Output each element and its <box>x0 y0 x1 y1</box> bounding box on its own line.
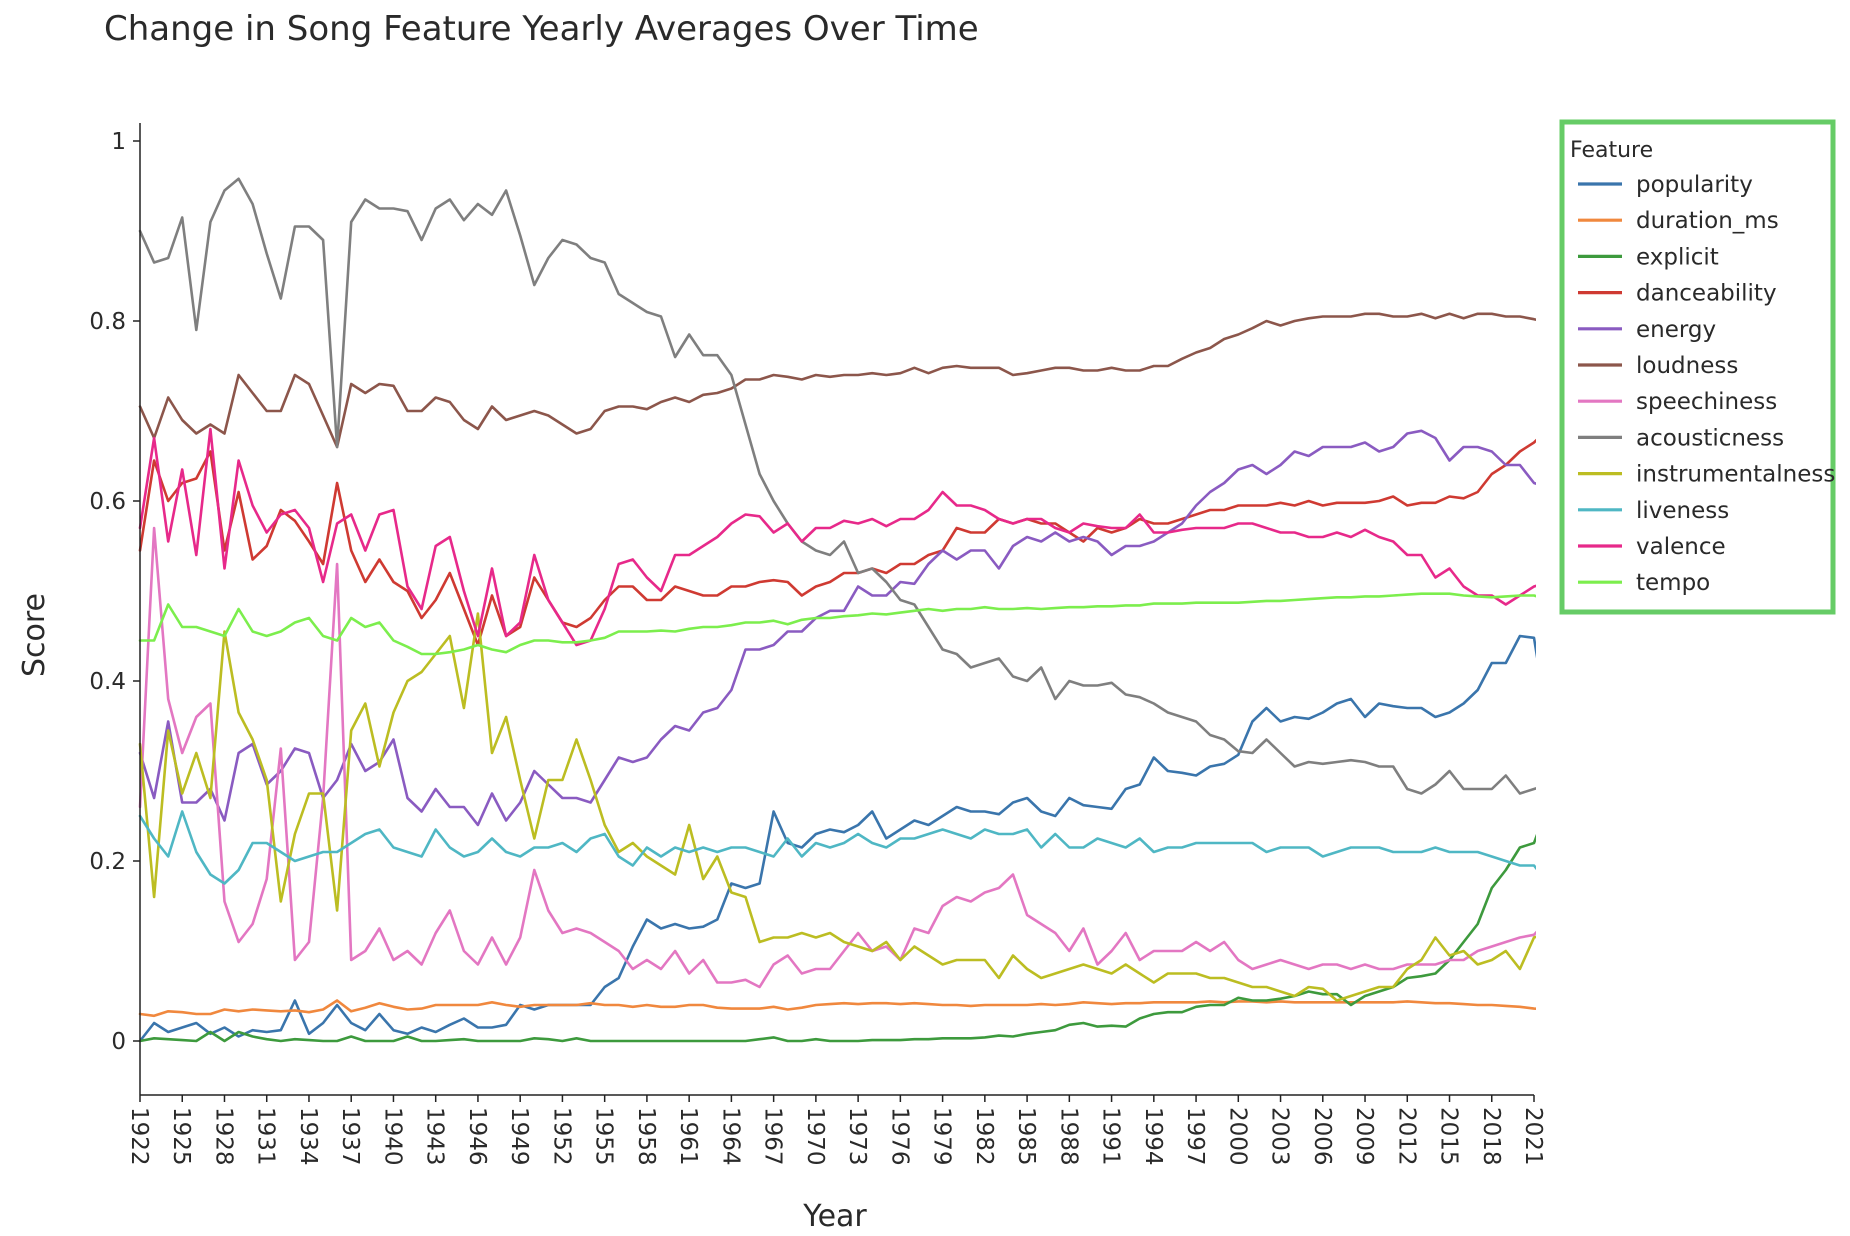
y-axis-title: Score <box>17 593 52 677</box>
x-tick-label: 2018 <box>1478 1107 1504 1166</box>
legend-label: speechiness <box>1636 389 1777 415</box>
x-tick-label: 1979 <box>929 1107 955 1166</box>
series-line-popularity <box>138 634 1536 1043</box>
x-tick-label: 1976 <box>886 1107 912 1166</box>
x-tick-label: 1925 <box>168 1107 194 1166</box>
x-tick-label: 1952 <box>548 1107 574 1166</box>
x-tick-label: 1943 <box>422 1107 448 1166</box>
x-tick-label: 1946 <box>464 1107 490 1166</box>
x-tick-label: 1985 <box>1013 1107 1039 1166</box>
x-tick-label: 1973 <box>844 1107 870 1166</box>
y-tick-label: 0.4 <box>89 669 126 695</box>
legend-item-loudness[interactable]: loudness <box>1578 353 1738 379</box>
x-tick-label: 1949 <box>506 1107 532 1166</box>
x-tick-label: 1958 <box>633 1107 659 1166</box>
legend-item-popularity[interactable]: popularity <box>1578 172 1753 198</box>
legend-label: valence <box>1636 534 1726 560</box>
series-line-acousticness <box>138 177 1536 795</box>
x-tick-label: 2003 <box>1267 1107 1293 1166</box>
x-tick-label: 1970 <box>802 1107 828 1166</box>
series-line-tempo <box>138 592 1536 656</box>
x-tick-label: 1937 <box>337 1107 363 1166</box>
legend[interactable]: Feature popularity duration_ms explicit dan… <box>1559 119 1836 615</box>
legend-label: tempo <box>1636 570 1710 596</box>
x-tick-label: 1982 <box>971 1107 997 1166</box>
legend-item-duration_ms[interactable]: duration_ms <box>1578 208 1779 234</box>
x-tick-label: 2006 <box>1309 1107 1335 1166</box>
legend-item-explicit[interactable]: explicit <box>1578 244 1719 270</box>
y-axis: 0 0.2 0.4 0.6 0.8 1 <box>89 123 141 1095</box>
legend-item-acousticness[interactable]: acousticness <box>1578 425 1784 451</box>
x-tick-label: 1922 <box>126 1107 152 1166</box>
legend-item-energy[interactable]: energy <box>1578 317 1716 343</box>
chart-title: Change in Song Feature Yearly Averages O… <box>104 9 979 49</box>
legend-item-valence[interactable]: valence <box>1578 534 1726 560</box>
legend-box <box>1559 119 1836 615</box>
x-tick-label: 1997 <box>1182 1107 1208 1166</box>
legend-label: energy <box>1636 317 1716 343</box>
x-tick-label: 1934 <box>295 1107 321 1166</box>
legend-label: acousticness <box>1636 425 1784 451</box>
legend-items[interactable]: popularity duration_ms explicit danceabilit… <box>1578 172 1835 596</box>
x-axis: 1922 1925 1928 1931 1934 1937 1940 1943 1946 1949… <box>126 1094 1546 1166</box>
legend-label: popularity <box>1636 172 1753 198</box>
series-line-instrumentalness <box>138 612 1536 1002</box>
x-tick-label: 1967 <box>760 1107 786 1166</box>
legend-label: loudness <box>1636 353 1738 379</box>
x-tick-label: 1955 <box>591 1107 617 1166</box>
series-line-energy <box>138 429 1536 827</box>
legend-item-speechiness[interactable]: speechiness <box>1578 389 1777 415</box>
legend-item-instrumentalness[interactable]: instrumentalness <box>1578 462 1835 488</box>
legend-label: danceability <box>1636 281 1777 307</box>
x-tick-label: 1931 <box>253 1107 279 1166</box>
x-tick-label: 1994 <box>1140 1107 1166 1166</box>
x-tick-label: 1991 <box>1098 1107 1124 1166</box>
series-line-danceability <box>138 438 1536 647</box>
series-line-liveness <box>138 810 1536 885</box>
x-tick-label: 2009 <box>1351 1107 1377 1166</box>
legend-title: Feature <box>1570 138 1653 163</box>
legend-label: instrumentalness <box>1636 462 1835 488</box>
y-tick-label: 0 <box>111 1029 126 1055</box>
series-line-loudness <box>138 312 1536 449</box>
legend-item-liveness[interactable]: liveness <box>1578 498 1729 524</box>
x-tick-label: 1940 <box>379 1107 405 1166</box>
x-tick-label: 1928 <box>210 1107 236 1166</box>
x-tick-label: 2021 <box>1520 1107 1546 1166</box>
series-line-valence <box>138 427 1536 647</box>
y-tick-label: 0.8 <box>89 309 126 335</box>
x-tick-label: 2000 <box>1224 1107 1250 1166</box>
x-tick-label: 1964 <box>717 1107 743 1166</box>
series-line-explicit <box>138 833 1536 1043</box>
x-axis-title: Year <box>802 1199 867 1234</box>
legend-item-danceability[interactable]: danceability <box>1578 281 1777 307</box>
x-tick-label: 1961 <box>675 1107 701 1166</box>
series-line-speechiness <box>138 526 1536 989</box>
y-tick-label: 0.6 <box>89 489 126 515</box>
x-tick-label: 2015 <box>1436 1107 1462 1166</box>
legend-label: explicit <box>1636 244 1719 270</box>
series-line-duration_ms <box>138 999 1536 1018</box>
legend-label: liveness <box>1636 498 1729 524</box>
x-tick-label: 1988 <box>1055 1107 1081 1166</box>
y-tick-label: 0.2 <box>89 849 126 875</box>
x-tick-label: 2012 <box>1393 1107 1419 1166</box>
plot-area <box>138 177 1536 1043</box>
legend-label: duration_ms <box>1636 208 1779 234</box>
legend-item-tempo[interactable]: tempo <box>1578 570 1710 596</box>
y-tick-label: 1 <box>111 129 126 155</box>
